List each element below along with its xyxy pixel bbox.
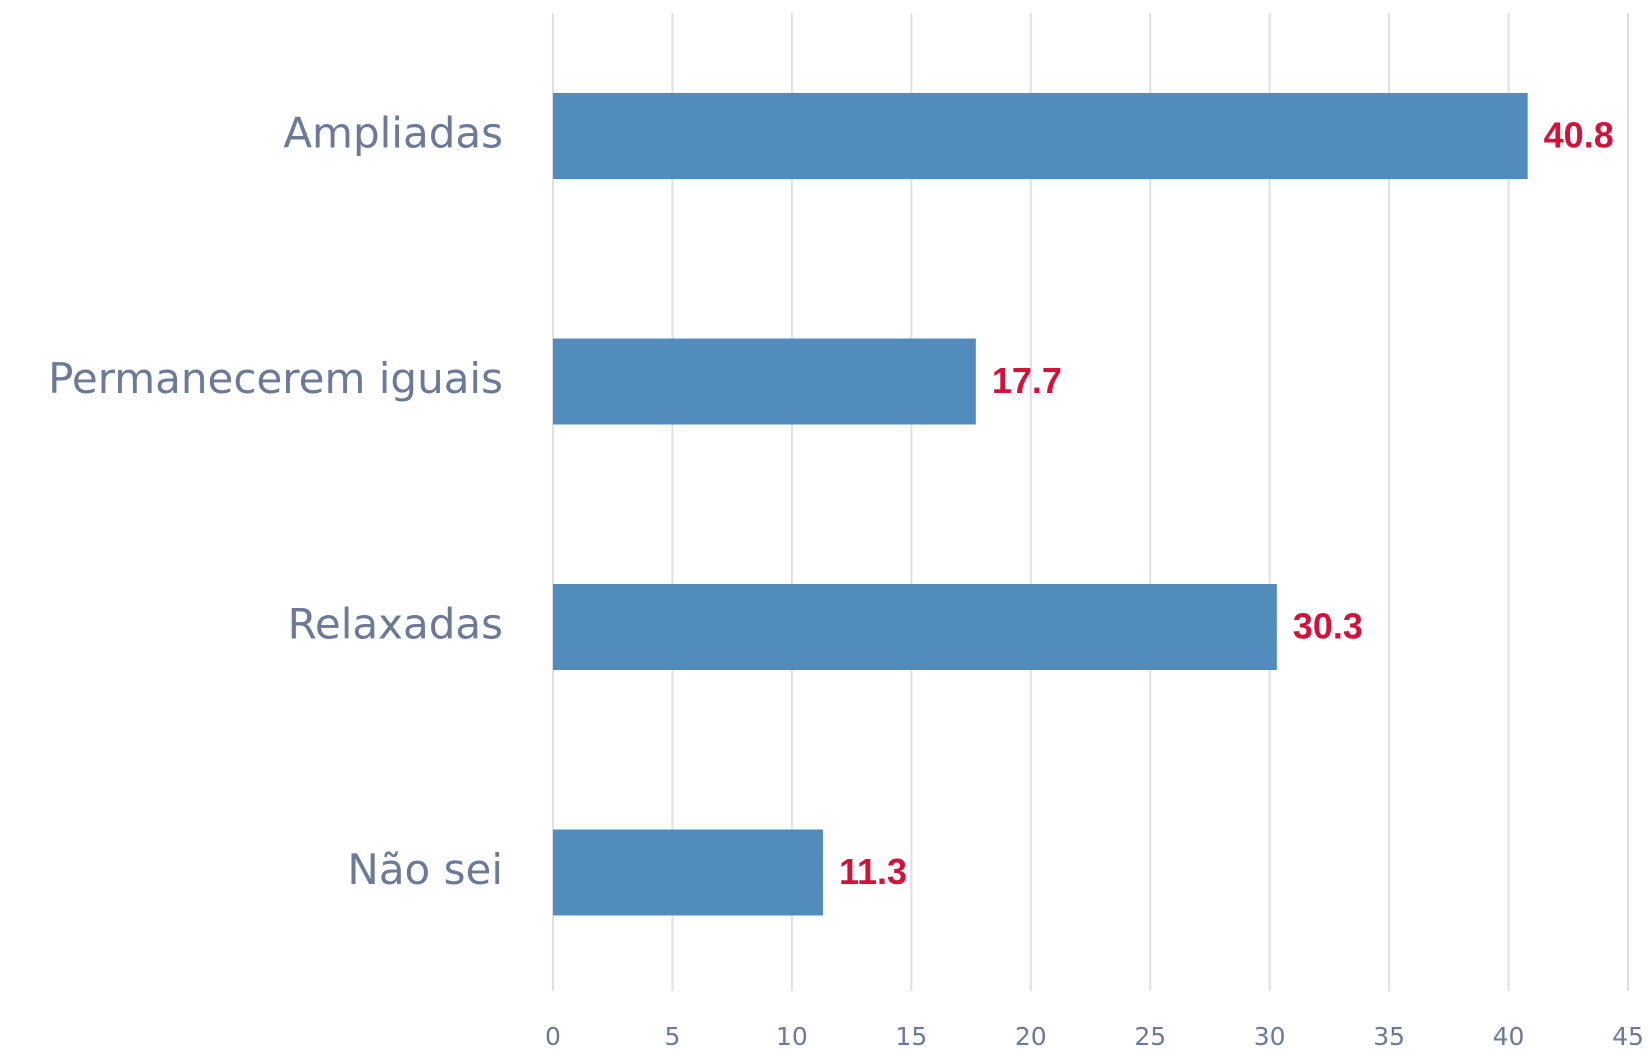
x-tick-label: 0: [545, 1022, 561, 1051]
value-label: 17.7: [992, 360, 1062, 401]
x-tick-label: 40: [1493, 1022, 1525, 1051]
bar: [553, 338, 976, 425]
x-tick-label: 45: [1612, 1022, 1644, 1051]
y-tick-label: Relaxadas: [288, 600, 503, 649]
y-tick-label: Ampliadas: [283, 109, 503, 158]
y-tick-label: Permanecerem iguais: [48, 354, 503, 403]
x-tick-label: 35: [1373, 1022, 1405, 1051]
bar: [553, 584, 1277, 670]
x-tick-label: 15: [895, 1022, 927, 1051]
x-tick-label: 30: [1254, 1022, 1286, 1051]
value-label: 40.8: [1544, 115, 1614, 156]
bar: [553, 829, 823, 916]
value-label: 11.3: [839, 851, 907, 892]
y-tick-label: Não sei: [347, 845, 503, 894]
value-label: 30.3: [1293, 606, 1363, 647]
x-tick-label: 5: [664, 1022, 680, 1051]
bar: [553, 93, 1528, 179]
x-tick-label: 20: [1015, 1022, 1047, 1051]
x-tick-label: 25: [1134, 1022, 1166, 1051]
x-tick-label: 10: [776, 1022, 808, 1051]
